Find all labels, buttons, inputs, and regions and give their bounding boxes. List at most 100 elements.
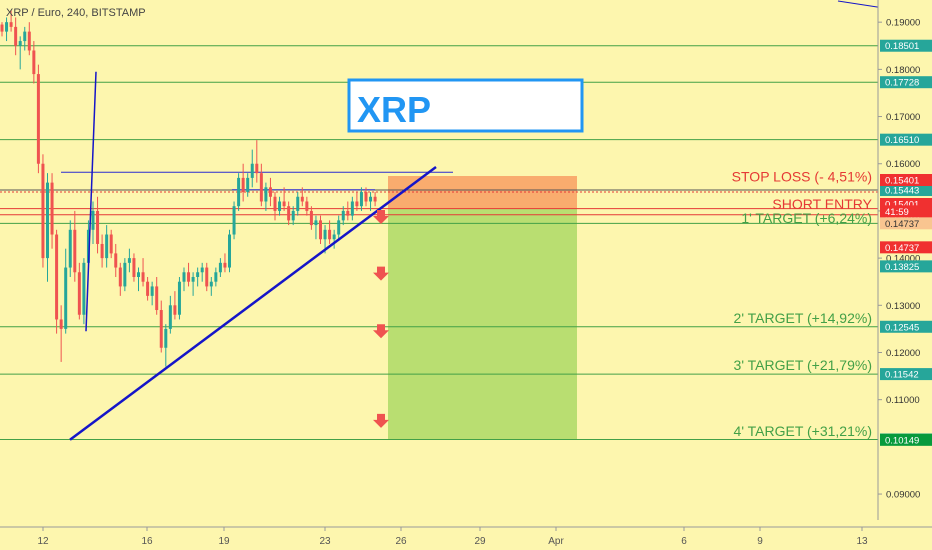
candle-body (132, 258, 136, 277)
candle-body (214, 272, 218, 282)
candle-body (268, 187, 272, 197)
candle-body (332, 234, 336, 240)
price-tag-label: 0.12545 (885, 322, 919, 333)
candle-body (246, 177, 250, 193)
candle-body (177, 281, 181, 315)
candle-body (127, 258, 131, 263)
candle-body (46, 182, 49, 259)
candle-body (241, 177, 245, 193)
candle-body (36, 74, 40, 164)
candle-body (291, 210, 295, 221)
candle-body (137, 272, 140, 277)
candle-body (309, 210, 313, 226)
candle-body (355, 201, 359, 207)
candle-body (350, 201, 354, 216)
annotation-3: 2' TARGET (+14,92%) (734, 310, 872, 326)
price-tag-label: 41:59 (885, 207, 909, 218)
ascending-trendline (69, 166, 437, 441)
candle-body (9, 22, 13, 27)
trade-zones (388, 176, 577, 440)
price-tag-bg (880, 39, 932, 52)
candle-body (73, 229, 77, 273)
candle-body (196, 272, 200, 277)
candle-body (314, 220, 318, 226)
time-tick-label: 19 (218, 536, 230, 547)
candle-body (328, 229, 332, 240)
price-tag-label: 0.15443 (885, 186, 919, 197)
corner-line (837, 0, 879, 8)
xrp-badge-text: XRP (357, 89, 431, 130)
candle-body (5, 22, 9, 32)
candle-body (278, 201, 282, 211)
price-tag-label: 0.14737 (885, 219, 919, 230)
price-tag-bg (880, 260, 932, 273)
annotation-4: 3' TARGET (+21,79%) (734, 357, 872, 373)
candle-body (364, 192, 368, 202)
time-tick-label: 23 (319, 536, 331, 547)
candle-body (173, 305, 177, 315)
candle-body (109, 234, 113, 254)
price-tick-label: 0.12000 (886, 348, 920, 359)
time-tick-label: 29 (474, 536, 486, 547)
time-tick-label: 9 (757, 536, 763, 547)
candle-body (27, 31, 31, 51)
candle-body (0, 24, 4, 32)
chart-title: XRP / Euro, 240, BITSTAMP (6, 7, 146, 19)
candle-body (223, 262, 227, 268)
price-tick-label: 0.16000 (886, 159, 920, 170)
down-arrow-icon (373, 210, 389, 225)
candle-body (18, 41, 22, 46)
candle-body (232, 206, 236, 235)
candle-body (50, 182, 54, 235)
candle-body (164, 328, 168, 348)
candles (0, 10, 377, 367)
price-tag-label: 0.18501 (885, 41, 919, 52)
time-tick-label: Apr (548, 536, 564, 547)
candle-body (191, 276, 195, 282)
candle-body (323, 229, 327, 240)
candle-body (146, 281, 150, 296)
candle-body (41, 163, 45, 259)
candle-body (141, 272, 145, 282)
candle-body (300, 196, 304, 202)
candle-body (255, 163, 259, 174)
annotation-1: SHORT ENTRY (772, 196, 872, 212)
candle-body (14, 26, 18, 46)
candle-body (64, 267, 68, 329)
candle-body (218, 262, 222, 273)
time-tick-label: 13 (856, 536, 868, 547)
candle-body (118, 267, 122, 287)
candle-body (346, 210, 350, 216)
candle-body (337, 220, 341, 235)
trend-lines (69, 0, 879, 441)
price-tag-bg (880, 174, 932, 187)
down-arrow-icon (373, 413, 389, 428)
candle-body (100, 243, 104, 259)
candle-body (205, 267, 209, 287)
candle-body (359, 192, 363, 207)
time-tick-label: 12 (37, 536, 49, 547)
down-arrow-icon (373, 324, 389, 339)
down-arrows (373, 210, 389, 428)
price-tag-label: 0.14737 (885, 243, 919, 254)
candle-body (159, 310, 163, 348)
candle-body (200, 267, 204, 273)
price-tag-label: 0.16510 (885, 135, 919, 146)
price-tag-bg (880, 205, 932, 218)
time-axis[interactable]: 12 16 19 23 26 29 Apr 6 9 13 (0, 526, 932, 547)
candle-body (369, 196, 373, 202)
time-tick-label: 16 (141, 536, 153, 547)
price-tags: 0.185010.177280.165100.154430.154010.154… (880, 39, 932, 446)
candle-body (305, 201, 309, 211)
price-tick-label: 0.14000 (886, 254, 920, 265)
candle-body (209, 281, 213, 287)
candle-body (23, 31, 27, 42)
candle-body (264, 187, 268, 202)
price-tag-label: 0.15401 (885, 176, 919, 187)
candle-body (237, 177, 241, 207)
price-tag-bg (880, 241, 932, 254)
candle-body (114, 253, 118, 268)
candle-body (341, 210, 345, 221)
candle-body (59, 319, 63, 329)
